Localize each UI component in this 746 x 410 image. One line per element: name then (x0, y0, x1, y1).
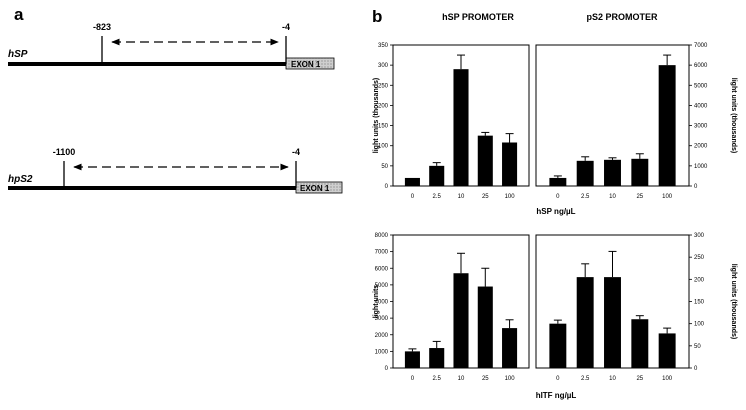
y-axis-label: light units (thousands) (373, 78, 380, 153)
x-tick-label: 2.5 (581, 376, 590, 382)
y-tick-label: 3000 (694, 124, 708, 130)
y-tick-label: 0 (385, 366, 389, 372)
y-tick-label: 200 (694, 277, 705, 283)
bar (453, 273, 469, 368)
bar (429, 348, 445, 368)
end-position-label: -4 (282, 22, 290, 32)
y-axis-label: light units (thousands) (730, 264, 737, 339)
y-tick-label: 2000 (694, 144, 708, 150)
y-tick-label: 150 (694, 300, 705, 306)
y-tick-label: 1000 (375, 349, 389, 355)
x-tick-label: 100 (662, 194, 673, 200)
y-tick-label: 4000 (375, 300, 389, 306)
bar (404, 351, 420, 368)
bar (502, 328, 518, 368)
column-title-hsp: hSP PROMOTER (442, 12, 514, 22)
exon-label: EXON 1 (300, 184, 330, 193)
bar (477, 286, 493, 368)
bar (604, 277, 621, 368)
bar (631, 158, 649, 186)
bar (576, 160, 594, 186)
y-tick-label: 3000 (375, 316, 389, 322)
y-tick-label: 50 (694, 344, 701, 350)
y-tick-label: 5000 (694, 83, 708, 89)
bar (631, 319, 649, 368)
y-tick-label: 350 (378, 43, 389, 49)
end-position-label: -4 (292, 147, 300, 157)
promoter-line (8, 186, 296, 190)
y-tick-label: 0 (385, 184, 389, 190)
y-tick-label: 7000 (694, 43, 708, 49)
y-tick-label: 6000 (375, 266, 389, 272)
y-tick-label: 1000 (694, 164, 708, 170)
y-axis-label: light units (thousands) (730, 78, 737, 153)
bar (477, 135, 493, 186)
exon-label: EXON 1 (291, 60, 321, 69)
bar (453, 69, 469, 186)
y-tick-label: 250 (378, 83, 389, 89)
x-tick-label: 0 (411, 194, 415, 200)
y-tick-label: 50 (381, 164, 388, 170)
y-tick-label: 8000 (375, 233, 389, 239)
gene-label: hpS2 (8, 174, 33, 185)
x-tick-label: 100 (662, 376, 673, 382)
bar (502, 142, 518, 186)
x-tick-label: 10 (458, 376, 465, 382)
promoter-line (8, 62, 286, 66)
construct-hsp: hSP EXON 1 -823 -4 (8, 22, 335, 70)
x-tick-label: 0 (556, 194, 560, 200)
construct-hps2: hpS2 EXON 1 -1100 -4 (8, 147, 343, 194)
bar (576, 277, 594, 368)
bar (429, 165, 445, 186)
y-tick-label: 300 (694, 233, 705, 239)
y-tick-label: 150 (378, 124, 389, 130)
y-tick-label: 7000 (375, 250, 389, 256)
x-tick-label: 10 (609, 376, 616, 382)
y-tick-label: 0 (694, 184, 698, 190)
x-tick-label: 0 (411, 376, 415, 382)
y-tick-label: 300 (378, 63, 389, 69)
bar (404, 177, 420, 186)
x-tick-label: 2.5 (581, 194, 590, 200)
x-tick-label: 10 (609, 194, 616, 200)
x-tick-label: 25 (636, 194, 643, 200)
x-tick-label: 10 (458, 194, 465, 200)
bar (658, 65, 676, 186)
y-axis-label: light units (373, 285, 380, 319)
start-position-label: -823 (93, 22, 111, 32)
y-tick-label: 100 (378, 144, 389, 150)
top-x-axis-label: hSP ng/µL (536, 207, 575, 216)
x-tick-label: 2.5 (433, 194, 442, 200)
panel-a-letter: a (14, 5, 24, 24)
start-position-label: -1100 (53, 147, 76, 157)
y-tick-label: 250 (694, 255, 705, 261)
x-tick-label: 25 (636, 376, 643, 382)
y-tick-label: 5000 (375, 283, 389, 289)
y-tick-label: 4000 (694, 103, 708, 109)
y-tick-label: 0 (694, 366, 698, 372)
y-tick-label: 100 (694, 322, 705, 328)
x-tick-label: 25 (482, 376, 489, 382)
bar (604, 159, 621, 186)
bottom-x-axis-label: hITF ng/µL (536, 391, 577, 400)
x-tick-label: 100 (505, 376, 516, 382)
panel-b-letter: b (372, 7, 382, 26)
x-tick-label: 0 (556, 376, 560, 382)
bar (549, 323, 567, 368)
x-tick-label: 100 (505, 194, 516, 200)
x-tick-label: 25 (482, 194, 489, 200)
x-tick-label: 2.5 (433, 376, 442, 382)
y-tick-label: 6000 (694, 63, 708, 69)
bar (549, 177, 567, 186)
y-tick-label: 200 (378, 103, 389, 109)
gene-label: hSP (8, 49, 28, 60)
y-tick-label: 2000 (375, 333, 389, 339)
column-title-ps2: pS2 PROMOTER (586, 12, 658, 22)
bar (658, 333, 676, 368)
